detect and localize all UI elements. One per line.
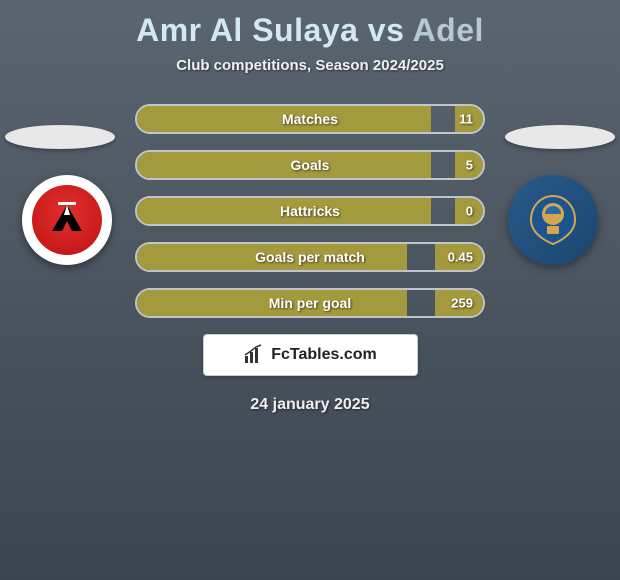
fctables-badge[interactable]: FcTables.com xyxy=(203,334,418,376)
date-text: 24 january 2025 xyxy=(0,396,620,414)
stat-row: Goals 5 xyxy=(135,150,485,180)
vs-text: vs xyxy=(368,12,405,48)
player2-name: Adel xyxy=(413,12,484,48)
stat-row: Goals per match 0.45 xyxy=(135,242,485,272)
right-club-logo xyxy=(508,175,598,265)
left-club-logo xyxy=(22,175,112,265)
page-title: Amr Al Sulaya vs Adel xyxy=(0,0,620,49)
pyramids-crest-icon xyxy=(525,192,581,248)
stat-value-right: 0.45 xyxy=(448,250,473,265)
player2-platform xyxy=(505,125,615,149)
stat-value-right: 5 xyxy=(466,158,473,173)
ahly-crest-icon xyxy=(32,185,102,255)
stat-label: Goals xyxy=(291,157,330,173)
stat-label: Matches xyxy=(282,111,338,127)
bar-chart-icon xyxy=(243,344,265,366)
stat-value-right: 0 xyxy=(466,204,473,219)
stat-label: Goals per match xyxy=(255,249,365,265)
stat-bar-left xyxy=(137,152,431,178)
stats-container: Matches 11 Goals 5 Hattricks 0 Goals per… xyxy=(135,104,485,318)
stat-value-right: 11 xyxy=(459,112,473,127)
stat-row: Hattricks 0 xyxy=(135,196,485,226)
stat-value-right: 259 xyxy=(451,296,473,311)
subtitle: Club competitions, Season 2024/2025 xyxy=(0,57,620,74)
stat-row: Min per goal 259 xyxy=(135,288,485,318)
player1-platform xyxy=(5,125,115,149)
stat-label: Min per goal xyxy=(269,295,351,311)
player1-name: Amr Al Sulaya xyxy=(136,12,358,48)
stat-label: Hattricks xyxy=(280,203,340,219)
brand-text: FcTables.com xyxy=(271,346,377,364)
stat-row: Matches 11 xyxy=(135,104,485,134)
